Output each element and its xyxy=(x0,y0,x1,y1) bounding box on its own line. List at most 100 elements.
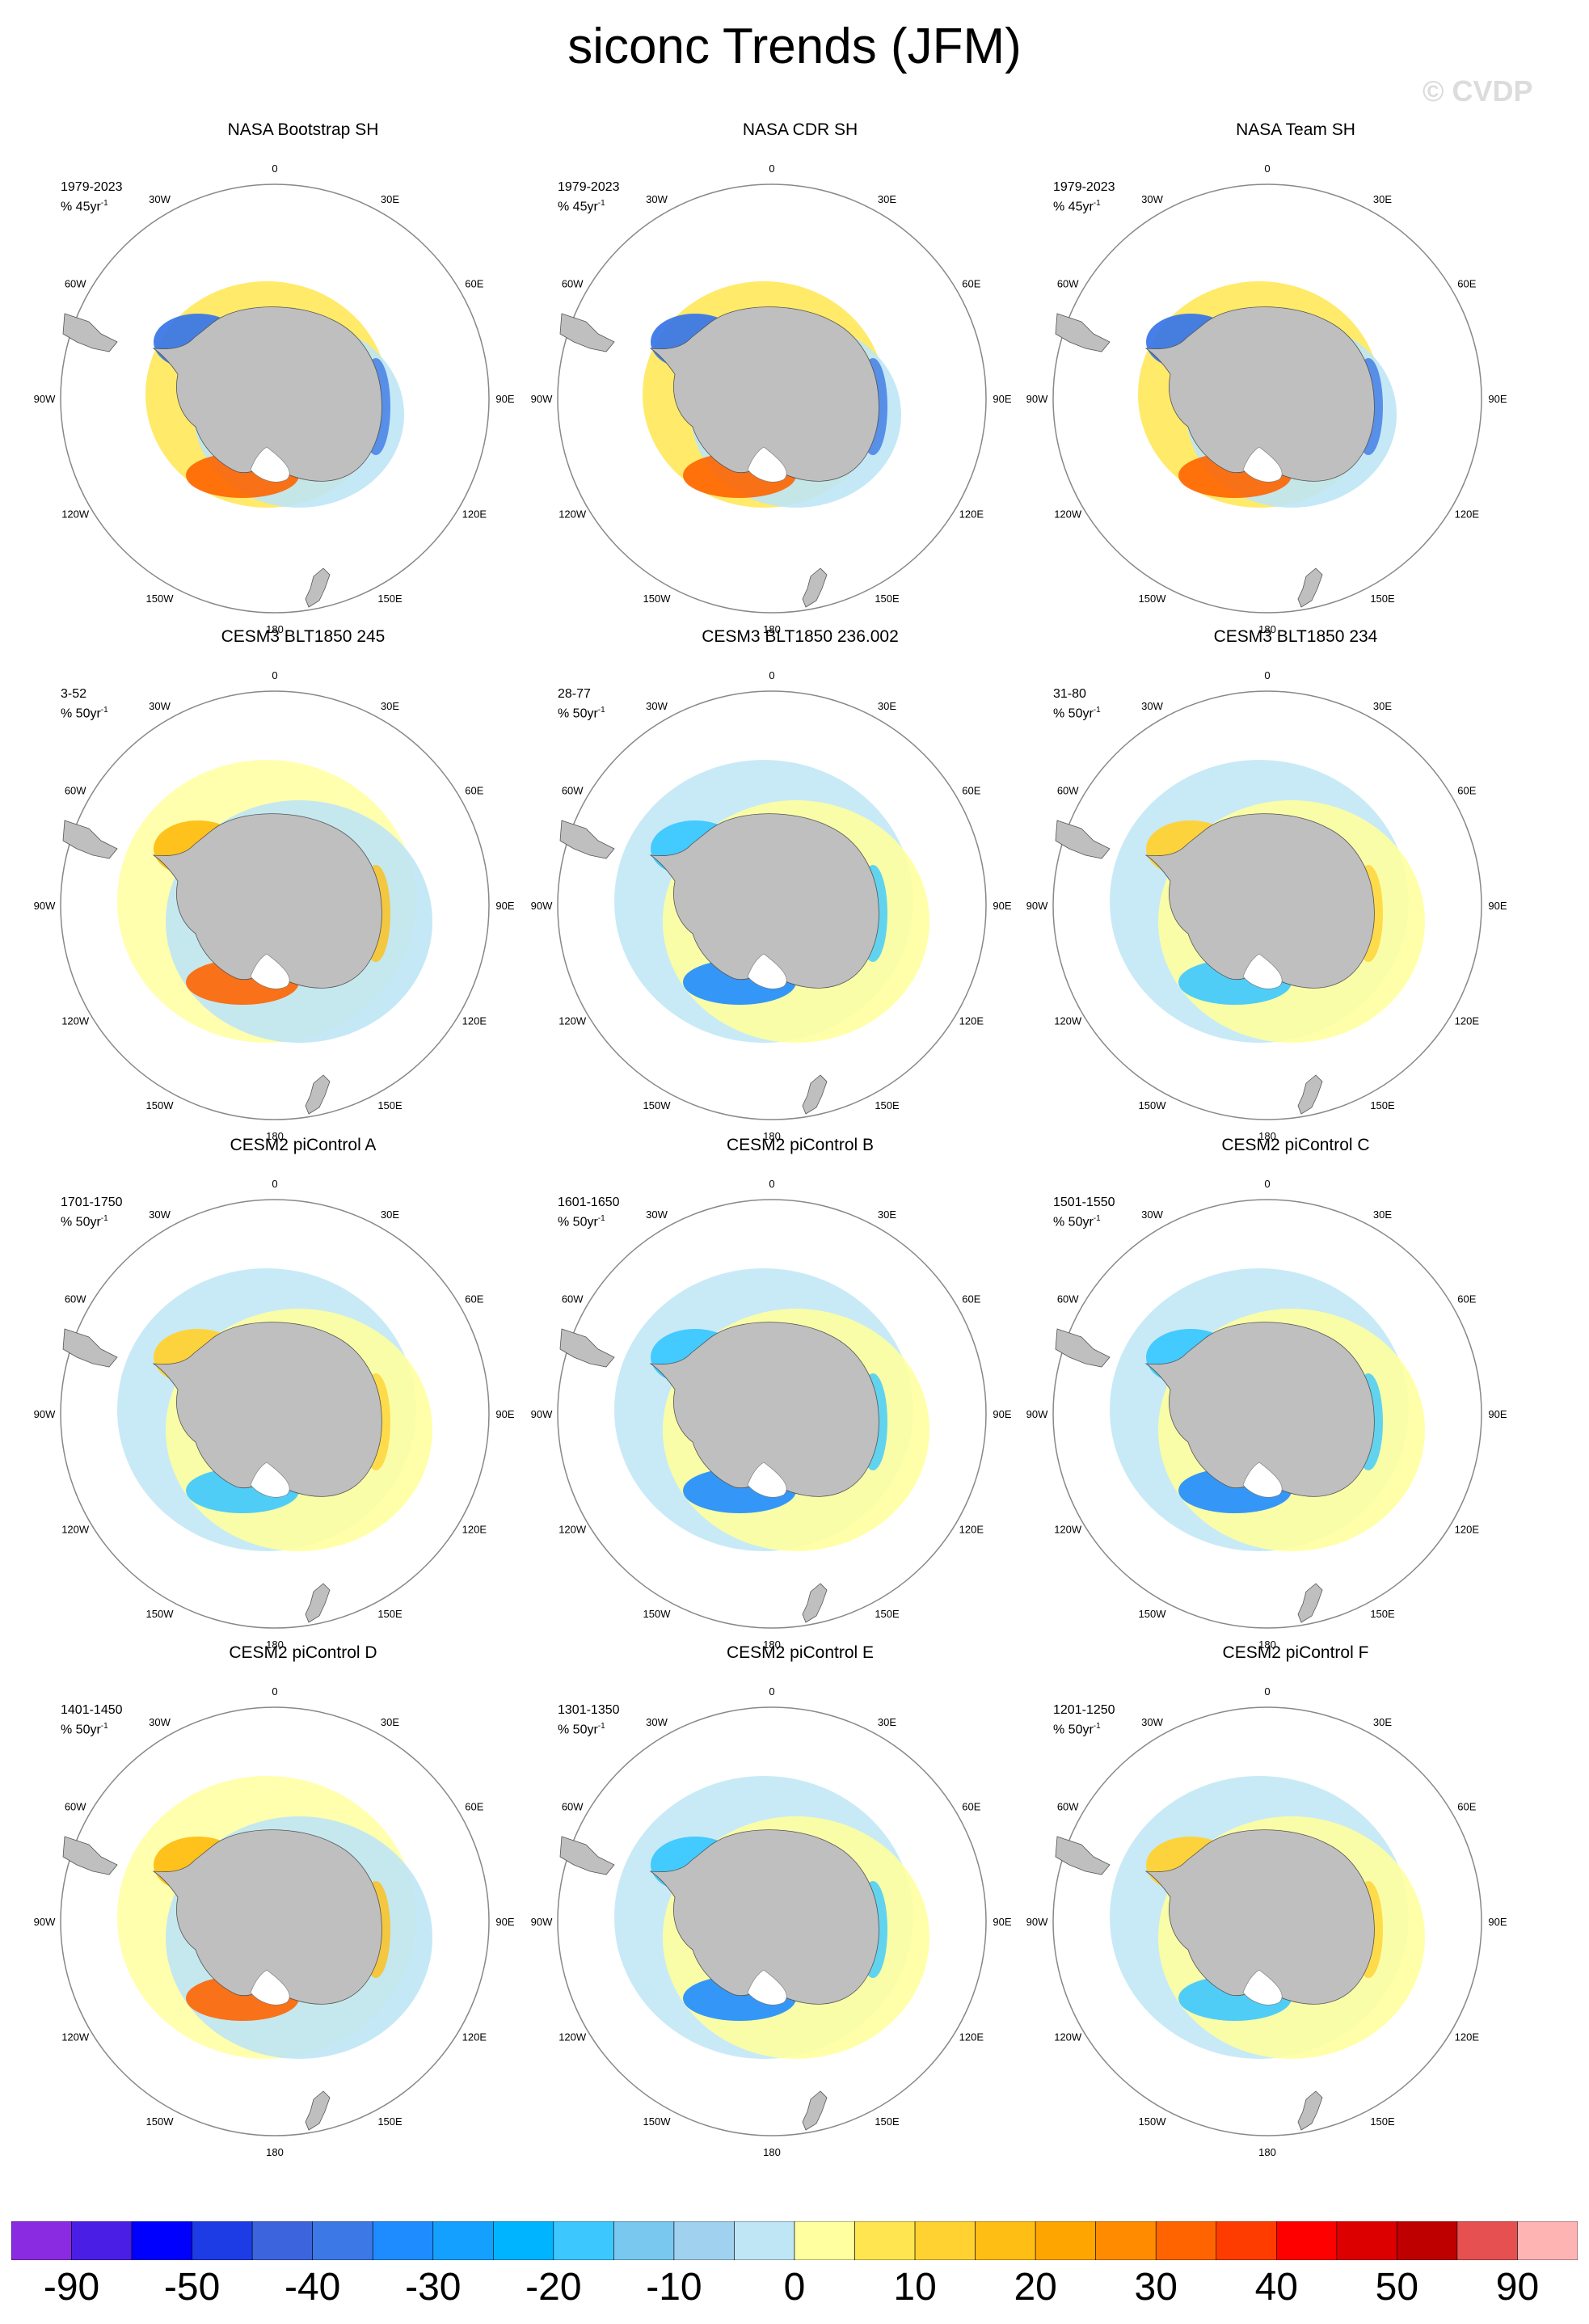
longitude-label: 60W xyxy=(562,1293,584,1305)
longitude-label: 150W xyxy=(1139,1099,1167,1111)
longitude-label: 0 xyxy=(1264,1685,1270,1698)
units-exponent: -1 xyxy=(1093,1214,1101,1223)
units-text: % 45yr xyxy=(61,200,101,214)
longitude-label: 120W xyxy=(1054,2031,1082,2044)
longitude-label: 90E xyxy=(495,1408,514,1420)
longitude-label: 120W xyxy=(558,1015,587,1027)
panel-period: 1501-1550 xyxy=(1053,1196,1115,1209)
ice-shelf xyxy=(250,1461,290,1498)
colorbar-swatch xyxy=(794,2221,855,2260)
units-exponent: -1 xyxy=(1093,199,1101,208)
longitude-label: 0 xyxy=(769,1685,774,1698)
longitude-label: 120W xyxy=(1054,1524,1082,1536)
panel-period: 1701-1750 xyxy=(61,1196,123,1209)
longitude-label: 30W xyxy=(646,1716,668,1728)
figure-title: siconc Trends (JFM) xyxy=(567,19,1022,74)
longitude-label: 120W xyxy=(558,2031,587,2044)
longitude-label: 180 xyxy=(266,1130,284,1142)
longitude-label: 150E xyxy=(1370,1608,1395,1620)
longitude-label: 120W xyxy=(61,1524,90,1536)
panel-period: 1301-1350 xyxy=(558,1703,620,1717)
longitude-label: 30E xyxy=(878,1208,896,1221)
longitude-label: 60W xyxy=(1057,785,1079,797)
polar-map: 0 30E 60E 90E 120E 150E 180 150W 120W 90W 60W 30W xyxy=(531,1178,1012,1651)
south-america-landmass xyxy=(62,1328,118,1368)
longitude-label: 60E xyxy=(962,785,980,797)
longitude-label: 150E xyxy=(875,593,900,605)
longitude-label: 30E xyxy=(1373,700,1392,712)
new-zealand-landmass xyxy=(802,567,828,608)
longitude-label: 120E xyxy=(959,2031,984,2044)
colorbar-swatch xyxy=(553,2221,614,2260)
panel-units: % 50yr-1 xyxy=(61,702,108,721)
longitude-label: 150W xyxy=(643,593,672,605)
colorbar-swatch xyxy=(251,2221,313,2260)
longitude-label: 0 xyxy=(1264,1178,1270,1190)
longitude-label: 150W xyxy=(1139,2115,1167,2128)
units-text: % 50yr xyxy=(1053,1215,1094,1229)
units-exponent: -1 xyxy=(1093,1722,1101,1731)
panel-period: 3-52 xyxy=(61,687,87,701)
longitude-label: 120W xyxy=(1054,1015,1082,1027)
longitude-label: 60E xyxy=(1457,785,1476,797)
ice-shelf xyxy=(1242,953,1283,989)
longitude-label: 90E xyxy=(1488,393,1507,405)
colorbar-swatch xyxy=(1336,2221,1397,2260)
polar-map: 0 30E 60E 90E 120E 150E 180 150W 120W 90W 60W 30W xyxy=(531,669,1012,1142)
ice-shelf xyxy=(1242,1969,1283,2006)
longitude-label: 120E xyxy=(1455,1015,1480,1027)
units-exponent: -1 xyxy=(597,199,605,208)
panel-period: 1979-2023 xyxy=(1053,180,1115,194)
longitude-label: 60W xyxy=(65,1293,86,1305)
longitude-label: 180 xyxy=(266,2146,284,2158)
colorbar-swatch xyxy=(71,2221,133,2260)
longitude-label: 30E xyxy=(381,700,399,712)
units-exponent: -1 xyxy=(597,1722,605,1731)
longitude-label: 90W xyxy=(1026,900,1048,912)
longitude-label: 180 xyxy=(1258,2146,1276,2158)
panel-title: CESM2 piControl D xyxy=(229,1643,377,1662)
longitude-label: 30W xyxy=(646,700,668,712)
longitude-label: 180 xyxy=(1258,1639,1276,1651)
longitude-label: 30W xyxy=(1141,1716,1163,1728)
longitude-label: 60E xyxy=(962,1293,980,1305)
longitude-label: 120E xyxy=(959,1015,984,1027)
colorbar-tick-label: -10 xyxy=(646,2266,702,2309)
panel-title: CESM3 BLT1850 234 xyxy=(1213,627,1378,646)
longitude-label: 0 xyxy=(1264,669,1270,681)
longitude-label: 30E xyxy=(878,700,896,712)
south-america-landmass xyxy=(559,313,615,352)
longitude-label: 90W xyxy=(1026,1408,1048,1420)
colorbar-swatch xyxy=(192,2221,253,2260)
colorbar-swatch xyxy=(1216,2221,1277,2260)
longitude-label: 120E xyxy=(1455,2031,1480,2044)
longitude-label: 60E xyxy=(962,278,980,290)
polar-map: 0 30E 60E 90E 120E 150E 180 150W 120W 90W 60W 30W xyxy=(1026,669,1507,1142)
map-panel: NASA CDR SH 1979-2023 % 45yr-1 0 30E 60E 90E 12… xyxy=(531,120,1059,635)
units-text: % 45yr xyxy=(1053,200,1094,214)
map-panel: CESM3 BLT1850 236.002 28-77% 50yr-1 0 30E 60… xyxy=(531,626,1059,1142)
panel-title: CESM2 piControl F xyxy=(1222,1643,1369,1662)
longitude-label: 150W xyxy=(643,1099,672,1111)
units-text: % 50yr xyxy=(558,706,598,721)
panel-title: CESM2 piControl A xyxy=(230,1136,377,1154)
colorbar-tick-label: -20 xyxy=(525,2266,582,2309)
units-exponent: -1 xyxy=(100,706,108,715)
longitude-label: 60W xyxy=(65,785,86,797)
colorbar-swatch xyxy=(372,2221,434,2260)
longitude-label: 30W xyxy=(1141,1208,1163,1221)
longitude-label: 150E xyxy=(377,593,403,605)
longitude-label: 30E xyxy=(381,1208,399,1221)
longitude-label: 0 xyxy=(769,669,774,681)
map-panel: CESM3 BLT1850 245 3-52% 50yr-1 0 30E 60E 90E 1… xyxy=(34,626,562,1142)
map-panel: NASA Team SH 1979-2023 % 45yr-1 0 30E 60E 90E 1… xyxy=(1026,120,1554,635)
panel-period: 31-80 xyxy=(1053,687,1086,701)
units-text: % 50yr xyxy=(61,706,101,721)
longitude-label: 30W xyxy=(149,700,171,712)
new-zealand-landmass xyxy=(1297,1583,1323,1623)
longitude-label: 180 xyxy=(763,2146,781,2158)
panel-units: % 50yr-1 xyxy=(558,1719,605,1737)
panel-title: CESM2 piControl B xyxy=(726,1136,875,1154)
colorbar-labels: -90 -50 -40 -30 -20 -10 0 10 20 30 40 50 90 xyxy=(11,2263,1578,2320)
colorbar-swatch xyxy=(312,2221,373,2260)
